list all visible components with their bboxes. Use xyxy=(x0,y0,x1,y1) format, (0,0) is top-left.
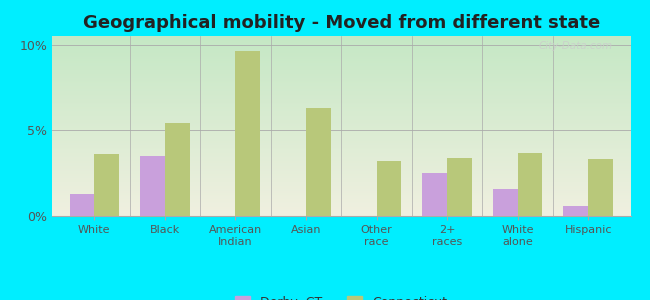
Legend: Derby, CT, Connecticut: Derby, CT, Connecticut xyxy=(230,291,452,300)
Bar xyxy=(235,51,260,216)
Text: City-Data.com: City-Data.com xyxy=(539,41,613,51)
Bar xyxy=(376,161,401,216)
Bar xyxy=(70,194,94,216)
Bar xyxy=(94,154,119,216)
Bar xyxy=(140,156,165,216)
Bar xyxy=(564,206,588,216)
Bar xyxy=(447,158,472,216)
Bar xyxy=(493,189,517,216)
Bar xyxy=(517,153,542,216)
Bar xyxy=(588,159,613,216)
Bar xyxy=(165,123,190,216)
Title: Geographical mobility - Moved from different state: Geographical mobility - Moved from diffe… xyxy=(83,14,600,32)
Bar xyxy=(306,108,331,216)
Bar xyxy=(422,173,447,216)
